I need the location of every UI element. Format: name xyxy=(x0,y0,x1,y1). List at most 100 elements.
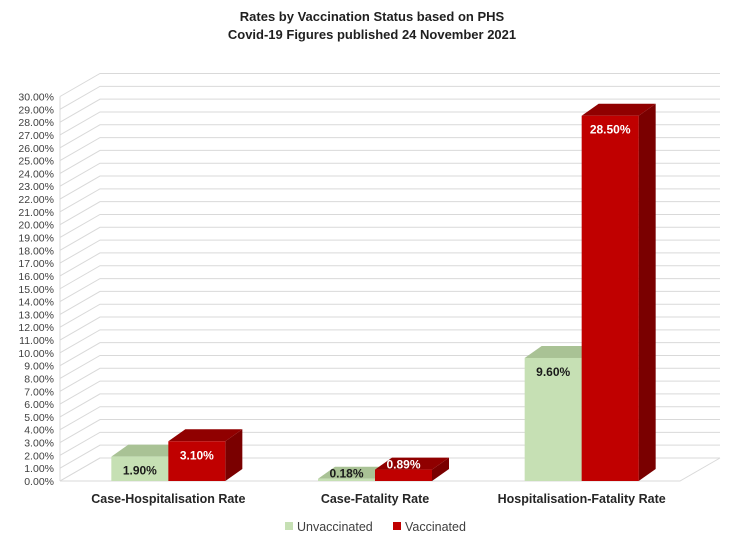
bar-top xyxy=(581,103,656,116)
legend-label-unvaccinated: Unvaccinated xyxy=(297,520,373,534)
gridline xyxy=(59,111,720,136)
data-label: 0.18% xyxy=(329,467,363,481)
y-tick-label: 6.00% xyxy=(24,399,54,411)
y-tick-label: 17.00% xyxy=(18,258,54,270)
y-tick-label: 11.00% xyxy=(19,335,54,347)
legend-swatch-vaccinated xyxy=(393,522,401,530)
y-tick-label: 15.00% xyxy=(18,284,54,296)
y-tick-label: 14.00% xyxy=(18,297,54,309)
gridline xyxy=(59,124,720,149)
bar-top xyxy=(111,444,186,457)
gridline xyxy=(59,226,720,251)
y-axis-ticks: 0.00%1.00%2.00%3.00%4.00%5.00%6.00%7.00%… xyxy=(18,92,54,489)
bar-side xyxy=(638,103,656,481)
y-tick-label: 18.00% xyxy=(18,245,54,257)
bar-front xyxy=(318,478,375,481)
y-tick-label: 21.00% xyxy=(18,207,54,219)
y-tick-label: 9.00% xyxy=(24,361,54,373)
data-label: 9.60% xyxy=(536,365,570,379)
gridline xyxy=(59,239,720,264)
y-tick-label: 19.00% xyxy=(18,232,54,244)
bar-vaccinated-3: 28.50% xyxy=(581,103,656,481)
gridline xyxy=(59,457,720,482)
gridlines xyxy=(59,73,720,482)
y-tick-label: 24.00% xyxy=(18,168,54,180)
chart-title-line2: Covid-19 Figures published 24 November 2… xyxy=(228,27,516,42)
gridline xyxy=(59,303,720,328)
data-label: 28.50% xyxy=(590,123,631,137)
gridline xyxy=(59,380,720,405)
bar-unvaccinated-1: 1.90% xyxy=(111,444,186,481)
y-tick-label: 5.00% xyxy=(24,412,54,424)
gridline xyxy=(59,98,720,123)
y-tick-label: 10.00% xyxy=(18,348,54,360)
y-tick-label: 13.00% xyxy=(18,309,54,321)
y-tick-label: 0.00% xyxy=(24,476,54,488)
bar-top xyxy=(318,466,392,479)
y-tick-label: 22.00% xyxy=(18,194,54,206)
floor-front-edge xyxy=(60,457,721,482)
y-tick-label: 30.00% xyxy=(18,92,54,104)
gridline xyxy=(59,85,720,110)
gridline xyxy=(59,137,720,162)
gridline xyxy=(59,73,720,97)
data-label: 1.90% xyxy=(123,464,157,478)
gridline xyxy=(59,419,720,443)
gridline xyxy=(59,162,720,187)
gridline xyxy=(59,354,720,379)
gridline xyxy=(59,188,720,213)
gridline xyxy=(59,252,720,277)
bar-front xyxy=(375,469,432,481)
gridline xyxy=(59,367,720,392)
bar-side xyxy=(432,457,449,481)
y-tick-label: 29.00% xyxy=(18,104,54,116)
bar-vaccinated-1: 3.10% xyxy=(168,429,243,481)
bar-front xyxy=(111,456,169,481)
gridline xyxy=(59,431,720,456)
y-tick-label: 8.00% xyxy=(24,373,54,385)
x-category-label: Hospitalisation-Fatality Rate xyxy=(498,492,666,506)
bar-top xyxy=(168,429,243,442)
x-category-label: Case-Fatality Rate xyxy=(321,492,429,506)
gridline xyxy=(59,265,720,290)
y-tick-label: 27.00% xyxy=(18,130,54,142)
legend-label-vaccinated: Vaccinated xyxy=(405,520,466,534)
y-tick-label: 28.00% xyxy=(18,117,54,129)
y-tick-label: 7.00% xyxy=(24,386,54,398)
gridline xyxy=(59,201,720,226)
bar-top xyxy=(524,345,599,358)
y-tick-label: 1.00% xyxy=(24,463,54,475)
gridline xyxy=(59,393,720,418)
bar-front xyxy=(168,441,226,481)
gridline xyxy=(59,213,720,238)
y-tick-label: 2.00% xyxy=(24,450,54,462)
gridline xyxy=(59,444,720,469)
gridline xyxy=(59,316,720,341)
gridline xyxy=(59,342,720,367)
y-tick-label: 23.00% xyxy=(18,181,54,193)
y-tick-label: 25.00% xyxy=(18,156,54,168)
bars: 1.90% 3.10% 0.18% 0.89% 9.60% 28.50% xyxy=(111,103,656,481)
gridline xyxy=(59,290,720,315)
bar-top xyxy=(375,457,449,470)
bar-vaccinated-2: 0.89% xyxy=(375,457,449,481)
gridline xyxy=(59,149,720,174)
gridline xyxy=(59,329,720,354)
y-tick-label: 26.00% xyxy=(18,143,54,155)
gridline xyxy=(59,278,720,303)
y-tick-label: 16.00% xyxy=(18,271,54,283)
x-axis-labels: Case-Hospitalisation Rate Case-Fatality R… xyxy=(91,492,666,506)
chart-title-line1: Rates by Vaccination Status based on PHS xyxy=(240,9,505,24)
bar-side xyxy=(225,429,243,481)
data-label: 3.10% xyxy=(180,448,214,462)
legend-swatch-unvaccinated xyxy=(285,522,293,530)
x-category-label: Case-Hospitalisation Rate xyxy=(91,492,245,506)
y-tick-label: 3.00% xyxy=(24,438,54,450)
legend: Unvaccinated Vaccinated xyxy=(285,520,466,534)
gridline xyxy=(59,406,720,431)
data-label: 0.89% xyxy=(386,458,420,472)
y-tick-label: 12.00% xyxy=(18,322,54,334)
bar-front xyxy=(524,357,582,481)
